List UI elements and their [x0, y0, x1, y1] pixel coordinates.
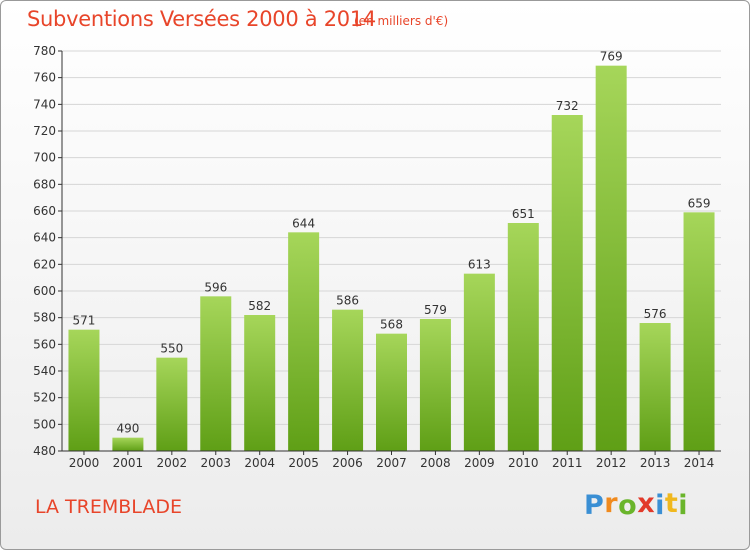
x-tick-label: 2012 — [596, 456, 627, 470]
data-label-2009: 613 — [468, 258, 491, 272]
x-tick-label: 2008 — [420, 456, 451, 470]
bar-2005 — [288, 232, 320, 451]
y-tick-label: 700 — [33, 151, 56, 165]
bar-2001 — [112, 437, 144, 451]
chart-unit-note: (en milliers d'€) — [354, 14, 449, 28]
data-labels: 571 490 550 596 582 644 586 568 579 613 651 732 769 5… — [73, 50, 711, 436]
logo-letter: i — [678, 490, 689, 521]
logo-letter: r — [604, 488, 619, 519]
logo-letter: o — [618, 490, 638, 521]
data-label-2006: 586 — [336, 294, 359, 308]
y-tick-label: 560 — [33, 337, 56, 351]
proxiti-logo: Proxiti — [584, 488, 689, 521]
y-tick-label: 680 — [33, 177, 56, 191]
bar-2003 — [200, 296, 232, 451]
bar-2011 — [551, 115, 583, 451]
y-tick-label: 500 — [33, 417, 56, 431]
bar-2002 — [156, 357, 188, 451]
x-tick-label: 2004 — [244, 456, 275, 470]
data-label-2001: 490 — [116, 422, 139, 436]
logo-letter: t — [664, 488, 679, 519]
logo-letter: i — [655, 490, 665, 521]
data-label-2010: 651 — [512, 207, 535, 221]
bar-2004 — [244, 315, 276, 451]
data-label-2008: 579 — [424, 303, 447, 317]
x-tick-label: 2009 — [464, 456, 495, 470]
bar-2006 — [332, 309, 364, 451]
data-label-2000: 571 — [73, 314, 96, 328]
x-tick-label: 2005 — [288, 456, 319, 470]
y-tick-label: 540 — [33, 364, 56, 378]
y-tick-label: 660 — [33, 204, 56, 218]
chart-title: Subventions Versées 2000 à 2014 — [27, 7, 376, 31]
data-label-2011: 732 — [556, 99, 579, 113]
x-tick-label: 2006 — [332, 456, 363, 470]
place-name: LA TREMBLADE — [35, 496, 182, 518]
y-tick-label: 480 — [33, 444, 56, 458]
bars — [68, 65, 715, 452]
data-label-2005: 644 — [292, 216, 315, 230]
data-label-2002: 550 — [160, 342, 183, 356]
bar-2010 — [507, 223, 539, 451]
y-tick-label: 720 — [33, 124, 56, 138]
bar-2000 — [68, 329, 100, 451]
x-tick-label: 2001 — [113, 456, 144, 470]
x-tick-label: 2011 — [552, 456, 583, 470]
bar-2014 — [683, 212, 715, 451]
x-tick-label: 2007 — [376, 456, 407, 470]
data-label-2003: 596 — [204, 280, 227, 294]
y-tick-label: 580 — [33, 311, 56, 325]
data-label-2013: 576 — [644, 307, 667, 321]
y-tick-label: 780 — [33, 44, 56, 58]
bar-2008 — [419, 319, 451, 451]
x-tick-label: 2010 — [508, 456, 539, 470]
y-tick-label: 640 — [33, 231, 56, 245]
logo-letter: x — [637, 488, 656, 519]
x-tick-label: 2014 — [684, 456, 715, 470]
bar-2013 — [639, 323, 671, 451]
bar-2007 — [376, 333, 407, 451]
data-label-2007: 568 — [380, 318, 403, 332]
y-tick-label: 760 — [33, 71, 56, 85]
x-tick-label: 2002 — [157, 456, 188, 470]
axes: 480 500 520 540 560 580 600 620 640 660 680 700 720 7… — [33, 44, 721, 470]
x-tick-label: 2013 — [640, 456, 671, 470]
y-tick-label: 520 — [33, 391, 56, 405]
data-label-2004: 582 — [248, 299, 271, 313]
y-tick-label: 740 — [33, 97, 56, 111]
logo-letter: P — [584, 490, 605, 521]
y-tick-label: 620 — [33, 257, 56, 271]
data-label-2014: 659 — [688, 196, 711, 210]
x-tick-label: 2003 — [200, 456, 231, 470]
y-tick-label: 600 — [33, 284, 56, 298]
x-tick-label: 2000 — [69, 456, 100, 470]
data-label-2012: 769 — [600, 50, 623, 64]
bar-2009 — [463, 273, 495, 451]
bar-2012 — [595, 65, 627, 452]
